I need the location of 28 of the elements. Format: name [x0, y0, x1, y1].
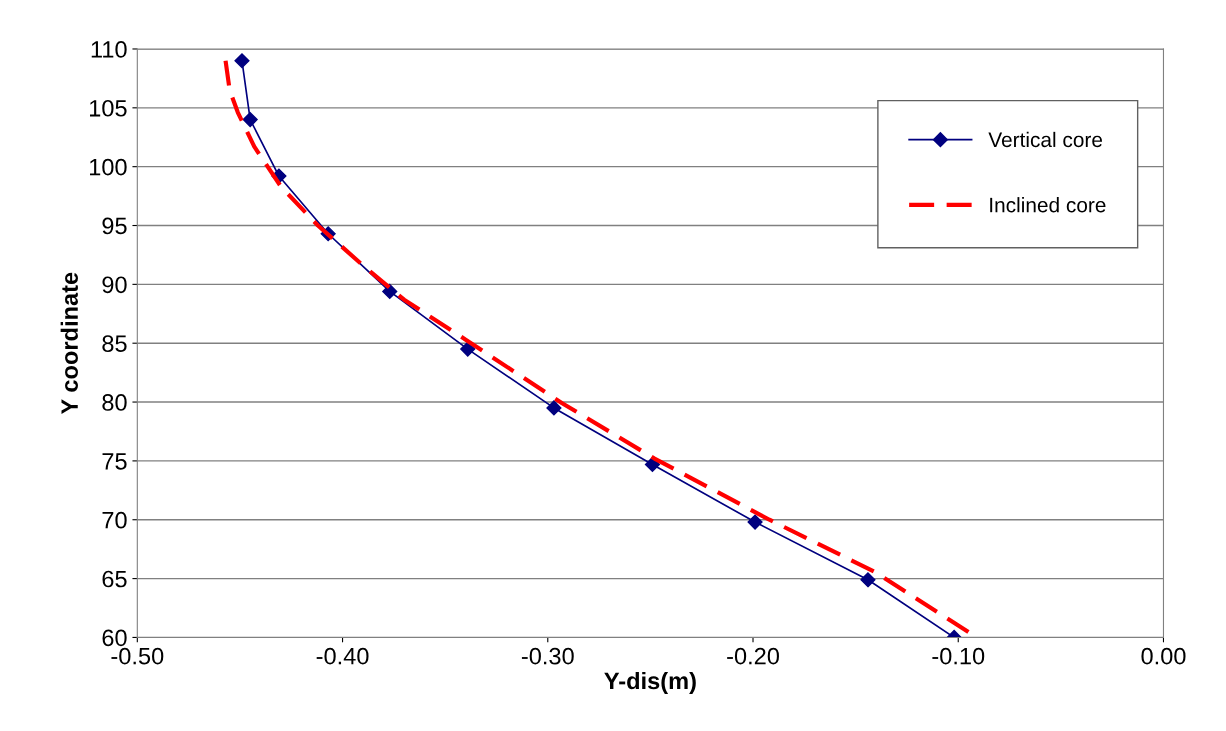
- legend-label: Inclined core: [990, 197, 1106, 213]
- point: [382, 283, 398, 299]
- x-tick-label: 0.00: [1141, 647, 1186, 665]
- x-tick-label: -0.20: [727, 647, 779, 665]
- x-tick-label: -0.10: [932, 647, 985, 665]
- x-axis-title: Y-dis(m): [604, 671, 696, 694]
- y-tick-label: 85: [102, 335, 127, 352]
- y-tick-label: 75: [102, 453, 127, 470]
- y-tick-label: 80: [102, 394, 127, 411]
- x-tick-label: -0.40: [316, 647, 369, 665]
- y-tick-label: 100: [90, 158, 127, 176]
- point: [860, 572, 876, 588]
- point: [747, 514, 763, 530]
- y-tick-label: 110: [91, 41, 127, 58]
- y-tick-label: 60: [102, 629, 127, 647]
- x-tick-label: -0.30: [521, 647, 574, 665]
- x-tick-label: -0.50: [111, 647, 164, 665]
- y-axis-title: Y coordinate: [60, 272, 78, 415]
- point: [546, 400, 562, 416]
- y-tick-label: 90: [102, 276, 127, 294]
- point: [234, 53, 250, 69]
- y-tick-label: 65: [102, 570, 127, 588]
- point: [242, 112, 258, 128]
- point: [460, 341, 476, 357]
- y-tick-label: 70: [102, 511, 127, 529]
- y-tick-label: 105: [90, 99, 127, 117]
- y-tick-label: 95: [102, 217, 127, 235]
- legend-label: Vertical core: [988, 131, 1103, 148]
